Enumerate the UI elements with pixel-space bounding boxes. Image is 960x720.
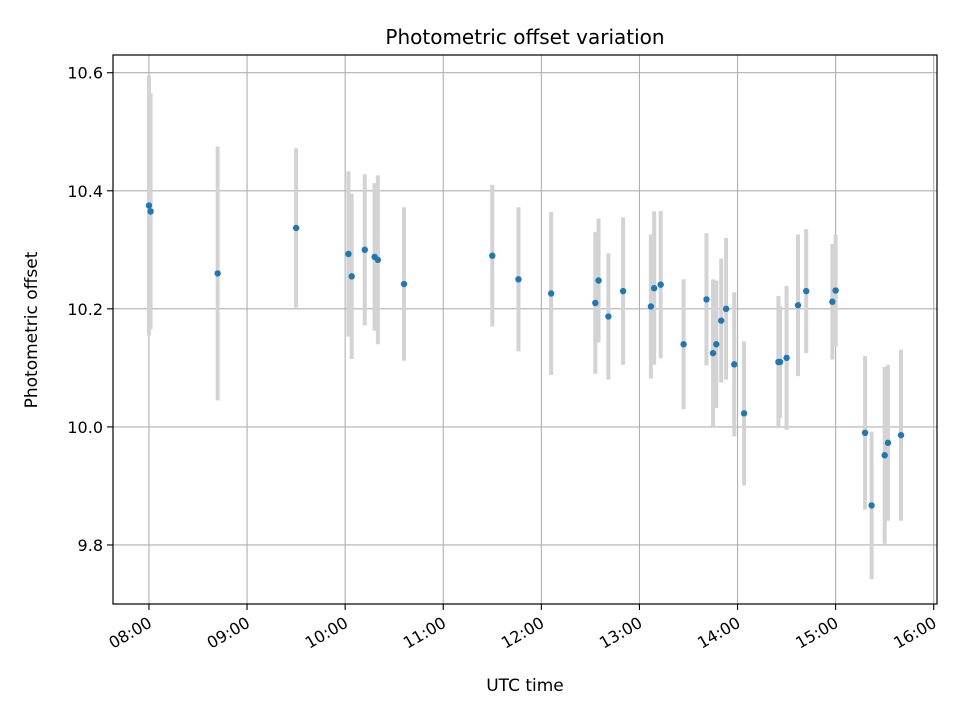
- data-point: [703, 296, 710, 303]
- data-point: [145, 202, 153, 209]
- y-tick-label: 9.8: [78, 536, 103, 555]
- data-point: [829, 298, 836, 305]
- y-tick-label: 10.2: [67, 300, 103, 319]
- data-point: [650, 284, 658, 292]
- data-point: [592, 299, 599, 307]
- y-tick-label: 10.6: [67, 64, 103, 83]
- data-point: [717, 317, 725, 324]
- chart-title: Photometric offset variation: [385, 25, 664, 49]
- data-point: [861, 429, 869, 437]
- data-point: [348, 273, 355, 280]
- x-axis-label: UTC time: [486, 676, 564, 696]
- data-point: [647, 303, 655, 310]
- data-point: [776, 358, 784, 366]
- data-point: [400, 280, 408, 288]
- data-point: [489, 252, 496, 259]
- data-point: [803, 287, 810, 295]
- y-axis-label: Photometric offset: [22, 251, 42, 408]
- grid: [113, 55, 937, 604]
- data-point: [374, 256, 382, 264]
- data-point: [832, 287, 839, 294]
- data-point: [868, 502, 875, 509]
- data-point: [515, 276, 522, 283]
- data-point: [783, 354, 790, 362]
- data-point: [605, 313, 612, 320]
- data-point: [884, 439, 892, 447]
- data-point: [794, 302, 802, 309]
- data-point: [361, 246, 368, 254]
- data-point: [345, 250, 352, 258]
- data-point: [547, 290, 555, 297]
- data-point: [595, 277, 602, 284]
- data-point: [709, 349, 717, 357]
- data-point: [722, 305, 730, 313]
- data-point: [680, 341, 687, 348]
- data-points: [145, 202, 905, 509]
- data-point: [713, 341, 720, 348]
- y-axis-ticks: 9.8 10.0 10.2 10.4 10.6: [67, 64, 113, 555]
- y-tick-label: 10.0: [67, 418, 103, 437]
- data-point: [740, 410, 748, 417]
- data-point: [292, 224, 300, 232]
- y-tick-label: 10.4: [67, 182, 103, 201]
- data-point: [657, 281, 664, 288]
- data-point: [881, 452, 888, 459]
- data-point: [619, 287, 627, 295]
- data-point: [731, 361, 738, 368]
- data-point: [214, 270, 221, 277]
- data-point: [897, 431, 905, 439]
- plot-frame: [112, 54, 938, 605]
- data-point: [147, 208, 154, 215]
